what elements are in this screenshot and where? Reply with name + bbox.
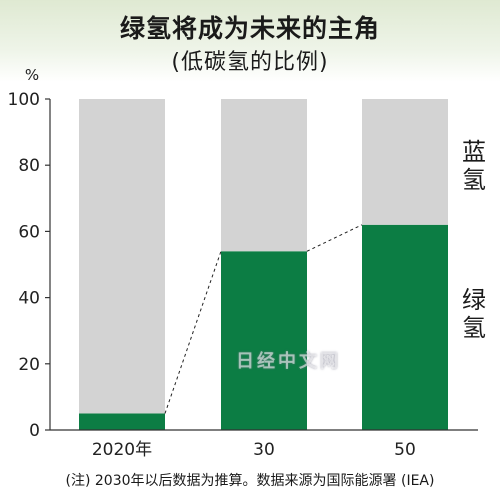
y-tick-label-80: 80 [18, 156, 40, 176]
y-tick-label-60: 60 [18, 222, 40, 242]
y-tick-label-100: 100 [8, 90, 40, 110]
blue-hydrogen-bar-2 [362, 99, 448, 225]
blue-hydrogen-bar-0 [79, 99, 165, 414]
green-hydrogen-bar-1 [221, 251, 307, 430]
x-tick-label-1: 30 [253, 440, 275, 460]
chart-title: 绿氢将成为未来的主角 [119, 14, 380, 43]
green-hydrogen-bar-2 [362, 224, 448, 430]
header-band [0, 0, 500, 82]
watermark: 日经中文网 [236, 351, 341, 372]
y-tick-label-20: 20 [18, 355, 40, 375]
series-label-green-hydrogen-char-0: 绿 [462, 286, 486, 314]
series-label-green-hydrogen-char-1: 氢 [462, 314, 486, 342]
connector-line-0 [164, 251, 222, 414]
x-tick-label-0: 2020年 [92, 440, 152, 460]
y-unit-label: % [25, 66, 39, 84]
series-label-blue-hydrogen-char-0: 蓝 [462, 138, 486, 166]
green-hydrogen-bar-0 [79, 413, 165, 430]
connector-line-1 [306, 224, 363, 252]
blue-hydrogen-bar-1 [221, 99, 307, 252]
series-label-blue-hydrogen-char-1: 氢 [462, 166, 486, 194]
y-tick-label-0: 0 [29, 421, 40, 441]
chart-subtitle: (低碳氢的比例) [171, 50, 329, 75]
x-tick-label-2: 50 [394, 440, 416, 460]
footnote: (注) 2030年以后数据为推算。数据来源为国际能源署 (IEA) [65, 473, 435, 489]
y-tick-label-40: 40 [18, 289, 40, 309]
